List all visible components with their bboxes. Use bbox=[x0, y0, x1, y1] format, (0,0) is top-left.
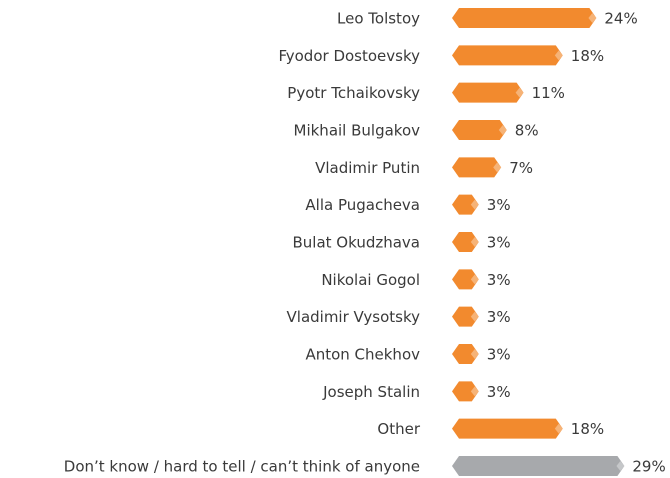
category-label: Mikhail Bulgakov bbox=[294, 122, 421, 140]
bar bbox=[452, 194, 479, 215]
bar bbox=[452, 344, 479, 364]
bar-tip bbox=[515, 87, 524, 98]
value-label: 24% bbox=[604, 10, 637, 28]
value-label: 18% bbox=[571, 420, 604, 438]
value-label: 3% bbox=[487, 271, 511, 289]
bar-tip bbox=[554, 50, 563, 61]
bar bbox=[452, 306, 479, 327]
category-label: Anton Chekhov bbox=[305, 346, 420, 364]
bar-tip bbox=[498, 125, 507, 135]
bar-tip bbox=[470, 237, 479, 247]
category-label: Leo Tolstoy bbox=[337, 10, 420, 28]
bar bbox=[452, 381, 479, 402]
category-label: Other bbox=[377, 420, 420, 438]
value-label: 3% bbox=[487, 234, 511, 252]
category-label: Nikolai Gogol bbox=[321, 271, 420, 289]
bar bbox=[452, 157, 502, 178]
value-label: 7% bbox=[509, 159, 533, 177]
bar-tip bbox=[588, 13, 597, 23]
bar bbox=[452, 45, 563, 66]
category-label: Pyotr Tchaikovsky bbox=[287, 84, 420, 102]
bar-tip bbox=[470, 386, 479, 397]
value-label: 11% bbox=[532, 84, 565, 102]
bar-tip bbox=[470, 199, 479, 210]
bar bbox=[452, 120, 507, 140]
value-label: 3% bbox=[487, 383, 511, 401]
value-label: 3% bbox=[487, 196, 511, 214]
category-label: Alla Pugacheva bbox=[305, 196, 420, 214]
bar-tip bbox=[616, 461, 625, 471]
bar-tip bbox=[470, 274, 479, 285]
bar bbox=[452, 456, 625, 476]
value-label: 29% bbox=[632, 458, 665, 476]
bar bbox=[452, 269, 479, 290]
bar bbox=[452, 82, 524, 103]
bar-tip bbox=[470, 349, 479, 359]
value-label: 18% bbox=[571, 47, 604, 65]
category-label: Joseph Stalin bbox=[322, 383, 420, 401]
value-label: 3% bbox=[487, 346, 511, 364]
bar bbox=[452, 232, 479, 252]
bar bbox=[452, 8, 597, 28]
bar-tip bbox=[554, 423, 563, 434]
bar bbox=[452, 418, 563, 439]
category-label: Bulat Okudzhava bbox=[292, 234, 420, 252]
category-label: Vladimir Putin bbox=[315, 159, 420, 177]
bar-tip bbox=[493, 162, 502, 173]
category-label: Don’t know / hard to tell / can’t think … bbox=[64, 458, 420, 476]
bar-tip bbox=[470, 311, 479, 322]
category-label: Fyodor Dostoevsky bbox=[279, 47, 421, 65]
category-label: Vladimir Vysotsky bbox=[287, 308, 421, 326]
value-label: 3% bbox=[487, 308, 511, 326]
value-label: 8% bbox=[515, 122, 539, 140]
